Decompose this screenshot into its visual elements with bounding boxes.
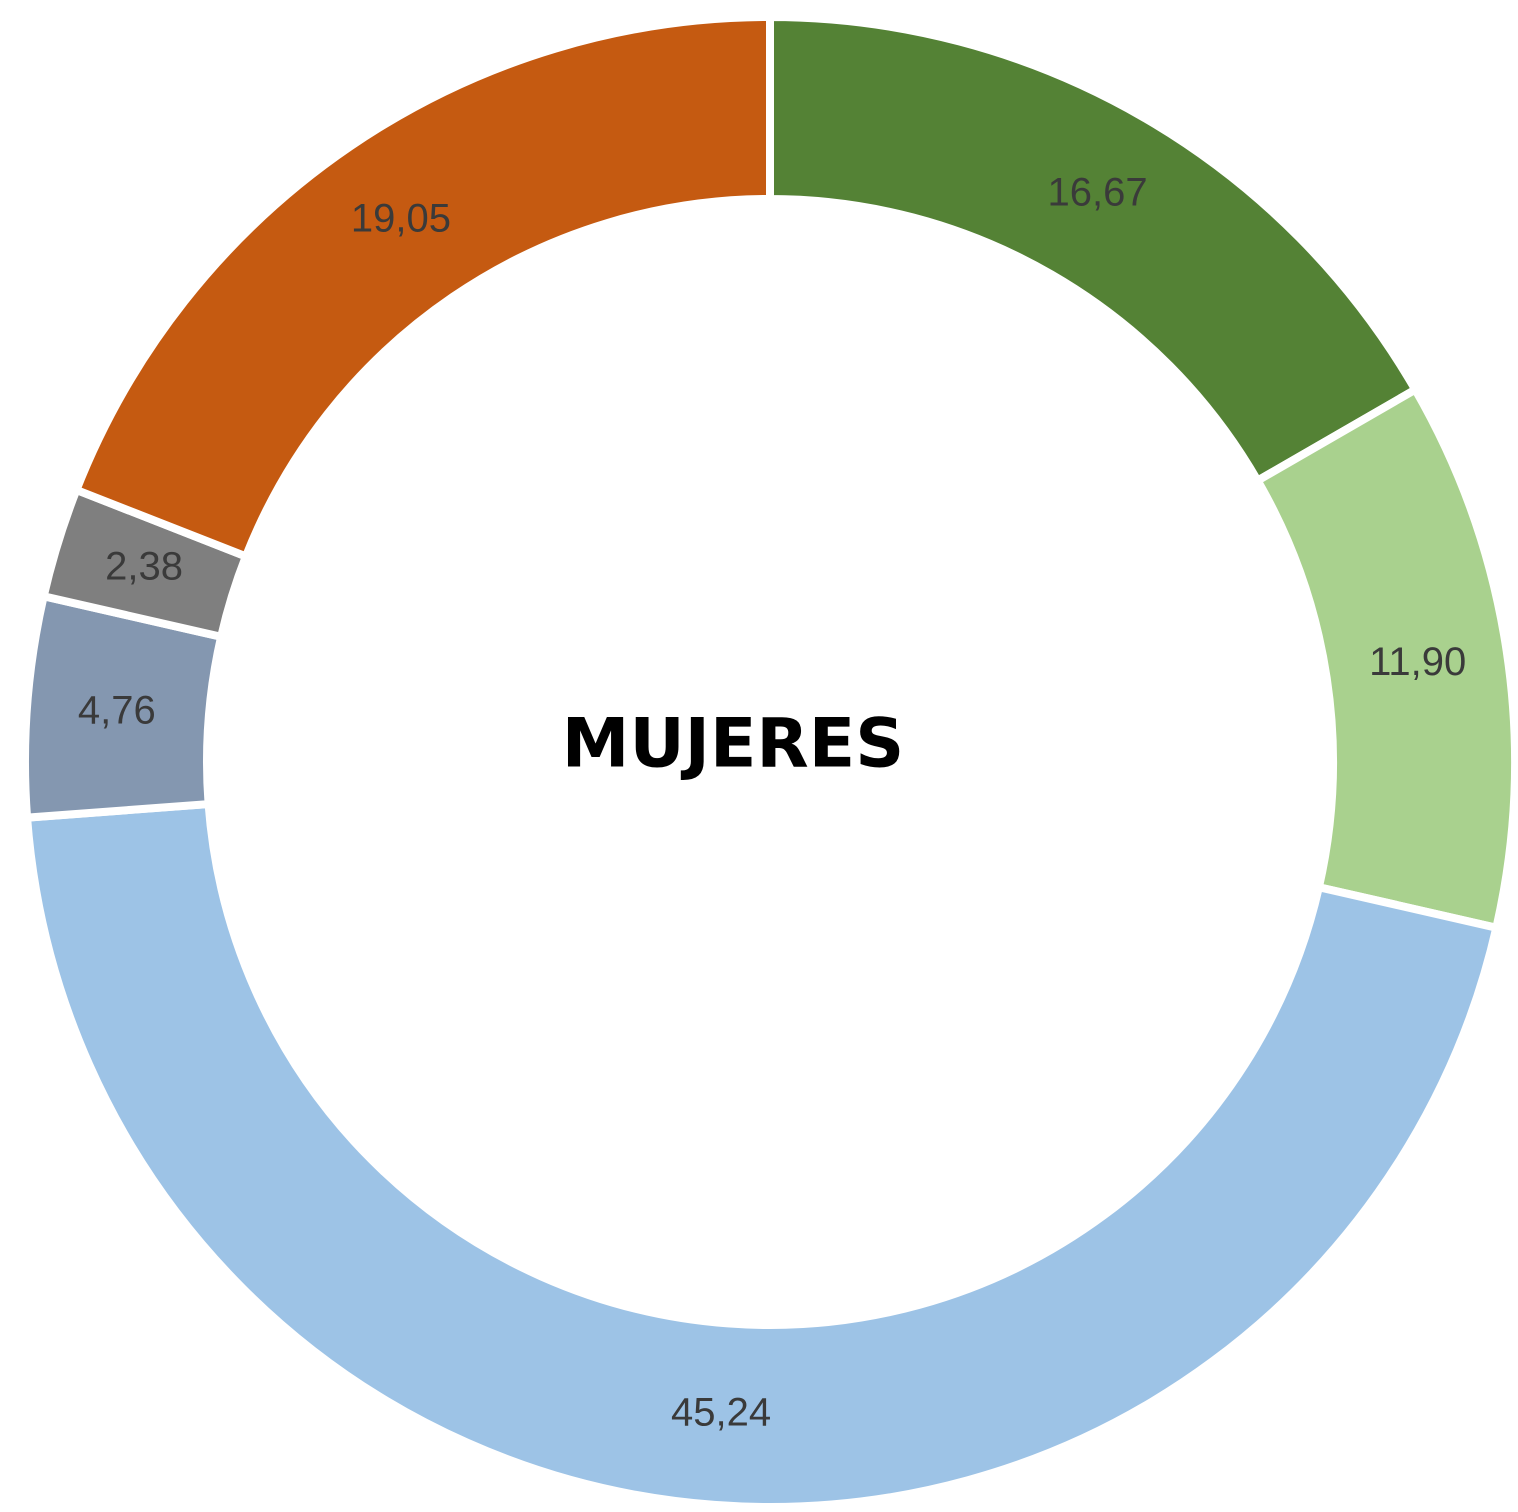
data-label: 16,67 [1048,170,1148,214]
donut-segment [71,12,774,562]
data-label: 11,90 [1369,640,1466,684]
data-label: 19,05 [351,196,451,240]
donut-segment [766,12,1421,487]
data-label: 4,76 [78,689,156,733]
data-label: 2,38 [105,545,183,589]
data-label: 45,24 [671,1391,771,1435]
donut-segment [22,799,1502,1511]
chart-title: MUJERES [562,705,904,784]
